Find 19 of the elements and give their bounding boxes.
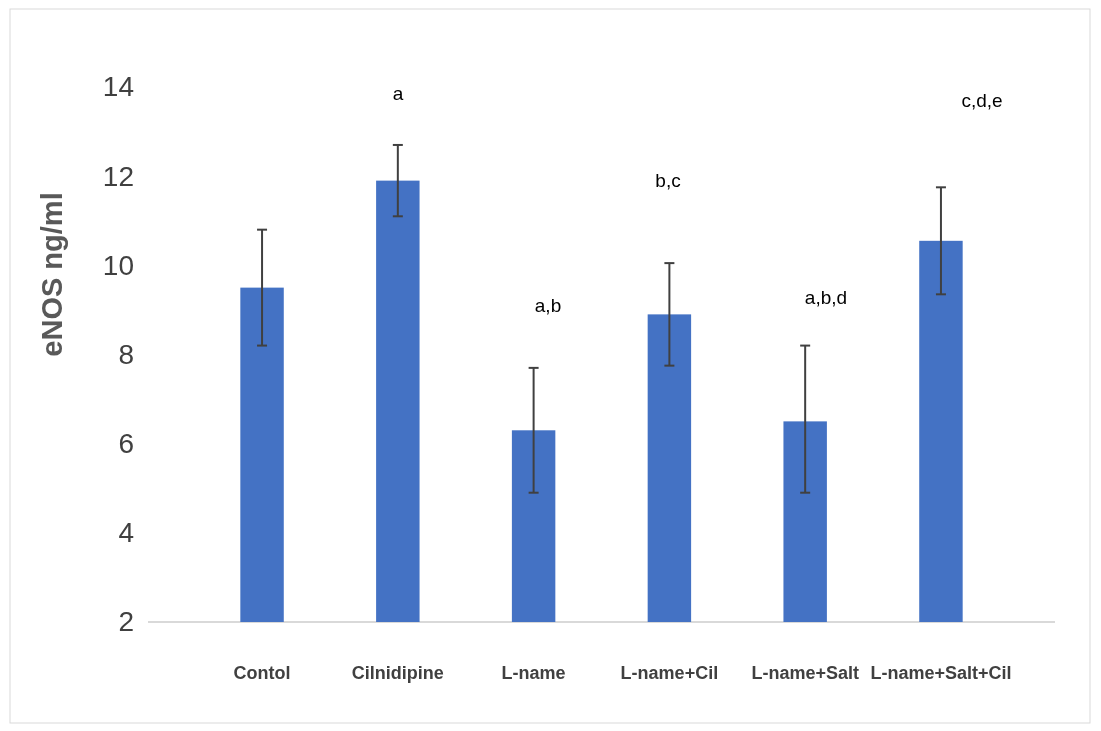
y-tick-label: 4: [118, 517, 134, 549]
y-tick-label: 6: [118, 428, 134, 460]
y-tick-label: 8: [118, 338, 134, 370]
x-tick-label: L-name+Salt+Cil: [870, 662, 1012, 683]
x-tick-label: L-name+Cil: [620, 662, 719, 683]
y-tick-label: 12: [102, 160, 134, 192]
x-tick-label: L-name: [501, 662, 566, 683]
x-tick-label: L-name+Salt: [751, 662, 859, 683]
annotation: a,b: [534, 294, 562, 316]
annotation: a: [392, 82, 404, 104]
annotation: c,d,e: [961, 89, 1003, 111]
y-axis-title: eNOS ng/ml: [36, 192, 68, 357]
annotation: b,c: [655, 169, 681, 191]
annotation: a,b,d: [804, 286, 848, 308]
x-tick-label: Contol: [233, 662, 291, 683]
x-tick-label: Cilnidipine: [351, 662, 444, 683]
y-tick-label: 2: [118, 606, 134, 638]
y-tick-label: 10: [102, 249, 134, 281]
y-tick-label: 14: [102, 71, 134, 103]
